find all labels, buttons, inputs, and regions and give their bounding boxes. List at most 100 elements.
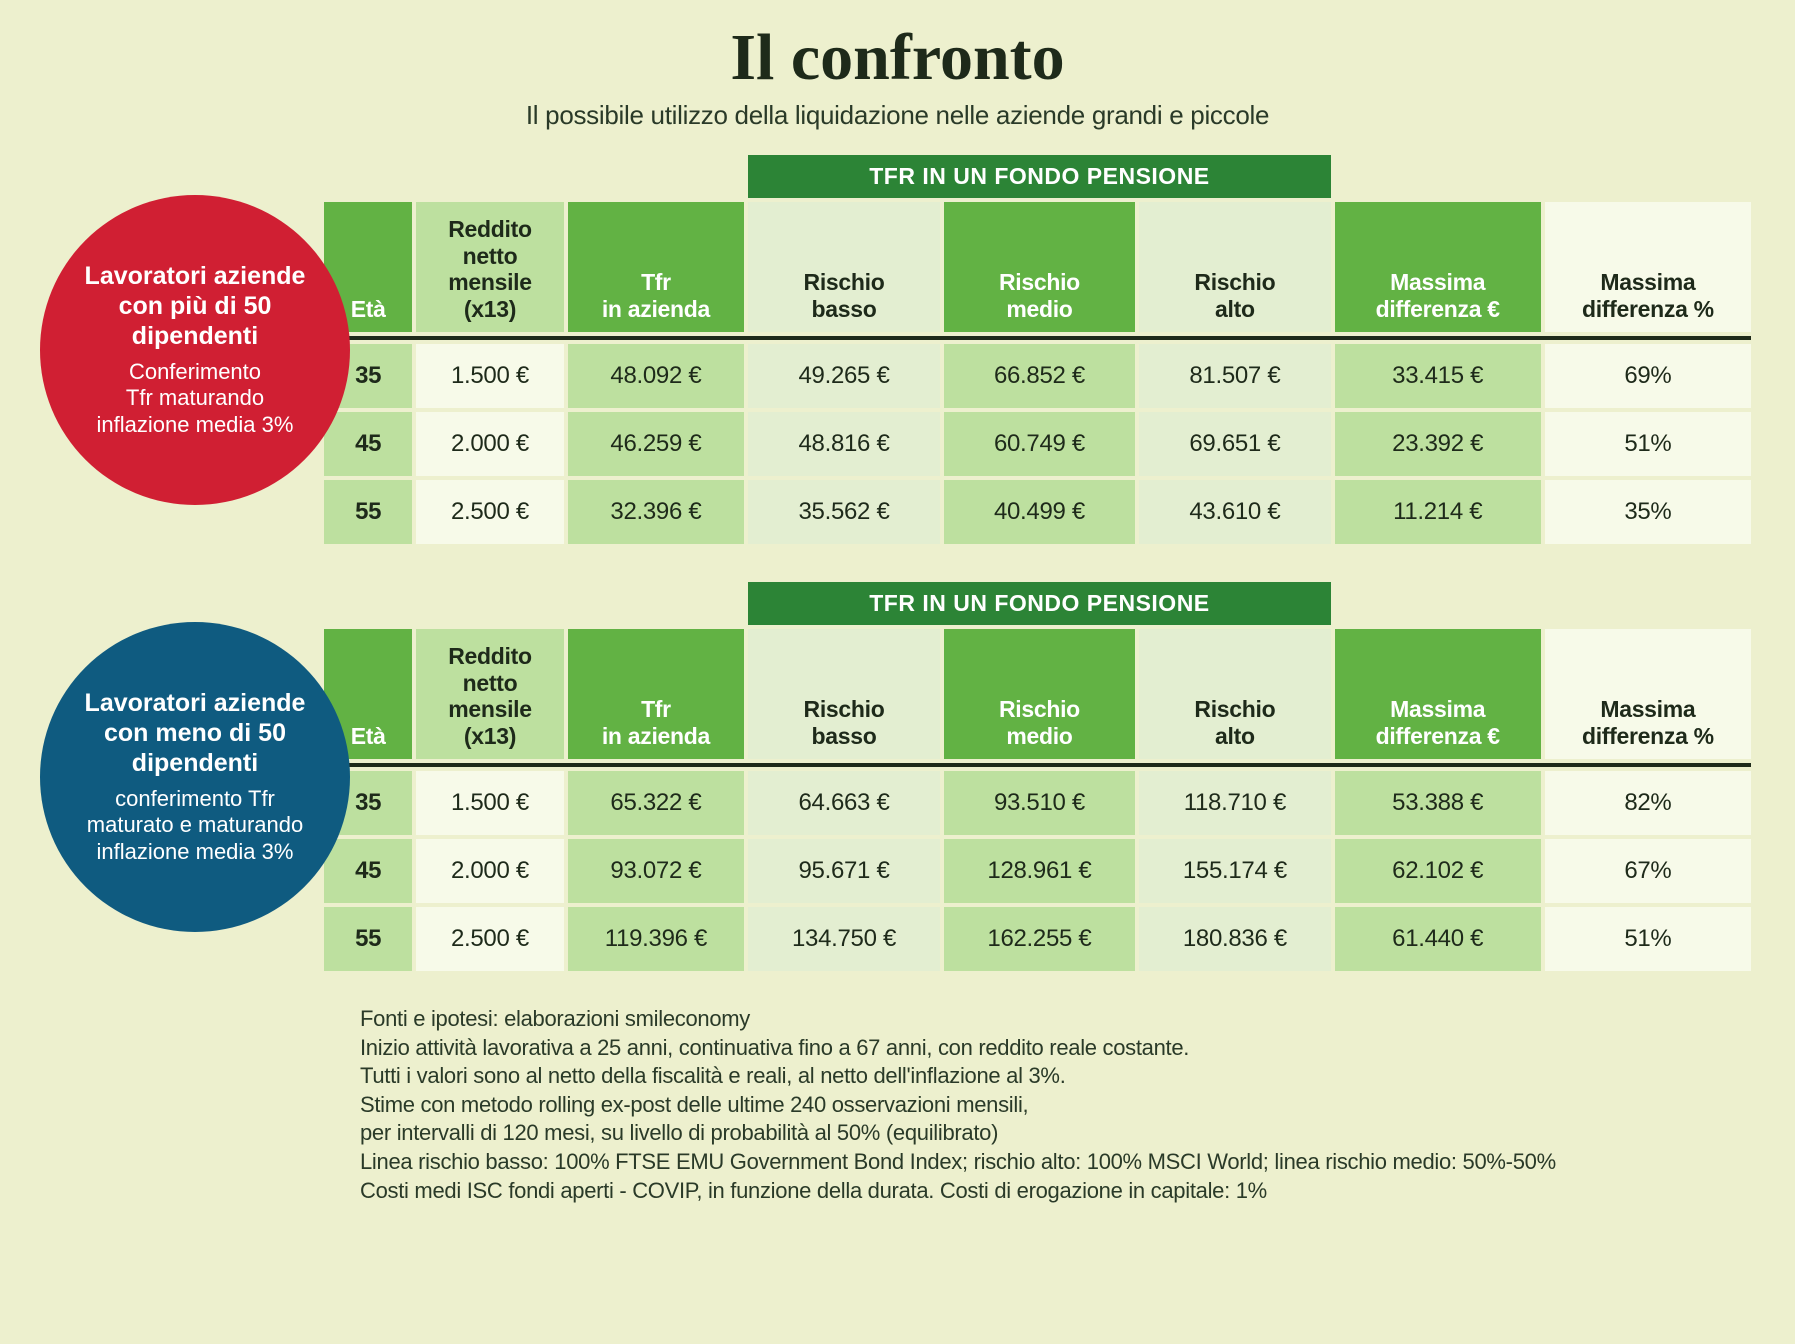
cell-tfr: 119.396 €	[568, 907, 745, 971]
footnote-line: per intervalli di 120 mesi, su livello d…	[360, 1119, 1755, 1148]
cell-diff-p: 69%	[1545, 344, 1751, 408]
cell-diff-e: 23.392 €	[1335, 412, 1541, 476]
table-row: 35 1.500 € 65.322 € 64.663 € 93.510 € 11…	[324, 771, 1751, 835]
cell-tfr: 46.259 €	[568, 412, 745, 476]
badge-title: Lavoratori aziende con meno di 50 dipend…	[85, 688, 306, 778]
footnote-line: Linea rischio basso: 100% FTSE EMU Gover…	[360, 1148, 1755, 1177]
header-row: Età Reddito netto mensile (x13) Tfr in a…	[324, 202, 1751, 332]
banner-row: TFR IN UN FONDO PENSIONE	[324, 582, 1751, 625]
table-1: TFR IN UN FONDO PENSIONE Età Reddito net…	[320, 151, 1755, 548]
cell-income: 1.500 €	[416, 771, 563, 835]
section-small-companies: Lavoratori aziende con meno di 50 dipend…	[40, 578, 1755, 975]
badge-sub-line: inflazione media 3%	[97, 412, 294, 437]
table-row: 55 2.500 € 32.396 € 35.562 € 40.499 € 43…	[324, 480, 1751, 544]
page-title: Il confronto	[40, 20, 1755, 96]
cell-med: 128.961 €	[944, 839, 1135, 903]
cell-low: 48.816 €	[748, 412, 939, 476]
table-2: TFR IN UN FONDO PENSIONE Età Reddito net…	[320, 578, 1755, 975]
cell-high: 69.651 €	[1139, 412, 1330, 476]
footnote-line: Stime con metodo rolling ex-post delle u…	[360, 1091, 1755, 1120]
cell-age: 45	[324, 839, 412, 903]
cell-age: 55	[324, 480, 412, 544]
cell-diff-p: 51%	[1545, 412, 1751, 476]
badge-blue: Lavoratori aziende con meno di 50 dipend…	[40, 622, 350, 932]
badge-red: Lavoratori aziende con più di 50 dipende…	[40, 195, 350, 505]
col-diff-eur: Massima differenza €	[1335, 202, 1541, 332]
table-row: 55 2.500 € 119.396 € 134.750 € 162.255 €…	[324, 907, 1751, 971]
col-tfr: Tfr in azienda	[568, 202, 745, 332]
cell-high: 81.507 €	[1139, 344, 1330, 408]
header: Il confronto Il possibile utilizzo della…	[40, 20, 1755, 131]
cell-tfr: 93.072 €	[568, 839, 745, 903]
col-risk-med: Rischio medio	[944, 202, 1135, 332]
footnote-line: Inizio attività lavorativa a 25 anni, co…	[360, 1034, 1755, 1063]
cell-low: 134.750 €	[748, 907, 939, 971]
cell-age: 45	[324, 412, 412, 476]
header-row: Età Reddito netto mensile (x13) Tfr in a…	[324, 629, 1751, 759]
cell-low: 64.663 €	[748, 771, 939, 835]
cell-tfr: 32.396 €	[568, 480, 745, 544]
cell-diff-p: 67%	[1545, 839, 1751, 903]
table-row: 45 2.000 € 93.072 € 95.671 € 128.961 € 1…	[324, 839, 1751, 903]
separator	[324, 336, 1751, 340]
section-large-companies: Lavoratori aziende con più di 50 dipende…	[40, 151, 1755, 548]
col-risk-high: Rischio alto	[1139, 202, 1330, 332]
badge-title-line: con più di 50	[119, 292, 272, 320]
badge-title-line: dipendenti	[132, 749, 258, 777]
cell-diff-p: 35%	[1545, 480, 1751, 544]
cell-med: 66.852 €	[944, 344, 1135, 408]
cell-diff-e: 61.440 €	[1335, 907, 1541, 971]
col-diff-eur: Massima differenza €	[1335, 629, 1541, 759]
cell-low: 49.265 €	[748, 344, 939, 408]
cell-income: 2.000 €	[416, 839, 563, 903]
col-risk-low: Rischio basso	[748, 202, 939, 332]
badge-title-line: Lavoratori aziende	[85, 689, 306, 717]
badge-sub-line: inflazione media 3%	[97, 839, 294, 864]
table-row: 35 1.500 € 48.092 € 49.265 € 66.852 € 81…	[324, 344, 1751, 408]
cell-low: 35.562 €	[748, 480, 939, 544]
footnote-line: Fonti e ipotesi: elaborazioni smileconom…	[360, 1005, 1755, 1034]
cell-tfr: 48.092 €	[568, 344, 745, 408]
cell-income: 2.500 €	[416, 907, 563, 971]
cell-diff-e: 53.388 €	[1335, 771, 1541, 835]
cell-med: 40.499 €	[944, 480, 1135, 544]
badge-title-line: Lavoratori aziende	[85, 262, 306, 290]
banner-row: TFR IN UN FONDO PENSIONE	[324, 155, 1751, 198]
cell-med: 93.510 €	[944, 771, 1135, 835]
cell-income: 2.500 €	[416, 480, 563, 544]
col-diff-pct: Massima differenza %	[1545, 629, 1751, 759]
cell-income: 2.000 €	[416, 412, 563, 476]
separator	[324, 763, 1751, 767]
cell-high: 43.610 €	[1139, 480, 1330, 544]
badge-sub-line: conferimento Tfr	[115, 786, 275, 811]
badge-title-line: con meno di 50	[104, 719, 286, 747]
cell-income: 1.500 €	[416, 344, 563, 408]
cell-diff-p: 82%	[1545, 771, 1751, 835]
badge-sub-line: Tfr maturando	[126, 385, 264, 410]
col-risk-med: Rischio medio	[944, 629, 1135, 759]
cell-tfr: 65.322 €	[568, 771, 745, 835]
col-tfr: Tfr in azienda	[568, 629, 745, 759]
cell-diff-e: 33.415 €	[1335, 344, 1541, 408]
footnote-line: Costi medi ISC fondi aperti - COVIP, in …	[360, 1177, 1755, 1206]
cell-med: 162.255 €	[944, 907, 1135, 971]
cell-diff-e: 62.102 €	[1335, 839, 1541, 903]
table-2-wrap: TFR IN UN FONDO PENSIONE Età Reddito net…	[320, 578, 1755, 975]
badge-title: Lavoratori aziende con più di 50 dipende…	[85, 261, 306, 351]
cell-high: 180.836 €	[1139, 907, 1330, 971]
footnotes: Fonti e ipotesi: elaborazioni smileconom…	[360, 1005, 1755, 1205]
cell-high: 118.710 €	[1139, 771, 1330, 835]
badge-title-line: dipendenti	[132, 322, 258, 350]
page-subtitle: Il possibile utilizzo della liquidazione…	[40, 100, 1755, 131]
col-income: Reddito netto mensile (x13)	[416, 202, 563, 332]
col-risk-high: Rischio alto	[1139, 629, 1330, 759]
col-risk-low: Rischio basso	[748, 629, 939, 759]
badge-subtitle: Conferimento Tfr maturando inflazione me…	[97, 359, 294, 438]
badge-subtitle: conferimento Tfr maturato e maturando in…	[87, 786, 303, 865]
cell-low: 95.671 €	[748, 839, 939, 903]
cell-high: 155.174 €	[1139, 839, 1330, 903]
table-row: 45 2.000 € 46.259 € 48.816 € 60.749 € 69…	[324, 412, 1751, 476]
cell-diff-p: 51%	[1545, 907, 1751, 971]
col-income: Reddito netto mensile (x13)	[416, 629, 563, 759]
cell-age: 55	[324, 907, 412, 971]
